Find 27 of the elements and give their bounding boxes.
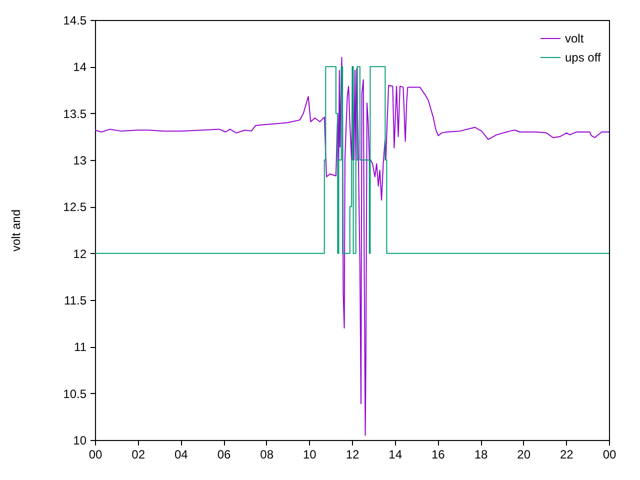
x-tick-label: 12 [346, 448, 360, 462]
y-tick-label: 13.5 [63, 106, 87, 121]
y-axis-title: volt and [9, 209, 24, 252]
y-tick-label: 12.5 [63, 200, 87, 214]
y-tick-label: 10 [73, 434, 87, 448]
x-tick-label: 18 [474, 448, 488, 462]
legend-label: volt [565, 32, 584, 46]
x-tick-label: 14 [388, 448, 402, 462]
y-tick-label: 13 [73, 154, 87, 168]
x-tick-label: 00 [602, 448, 616, 462]
x-tick-label: 04 [174, 448, 188, 462]
y-tick-label: 14.5 [63, 14, 87, 28]
x-tick-label: 06 [217, 448, 231, 462]
x-tick-label: 08 [260, 448, 274, 462]
y-tick-label: 10.5 [63, 386, 87, 401]
x-tick-label: 02 [132, 448, 146, 462]
y-tick-label: 14 [73, 60, 87, 74]
y-tick-label: 12 [73, 246, 87, 261]
x-tick-label: 10 [302, 448, 317, 462]
x-tick-label: 00 [88, 448, 102, 462]
line-series [94, 66, 610, 254]
x-tick-label: 20 [517, 448, 531, 462]
x-tick-label: 22 [560, 448, 574, 462]
y-tick-label: 11.5 [64, 294, 87, 308]
x-tick-label: 16 [431, 448, 446, 462]
y-tick-label: 11 [74, 340, 87, 354]
legend-label: ups off [565, 50, 602, 64]
